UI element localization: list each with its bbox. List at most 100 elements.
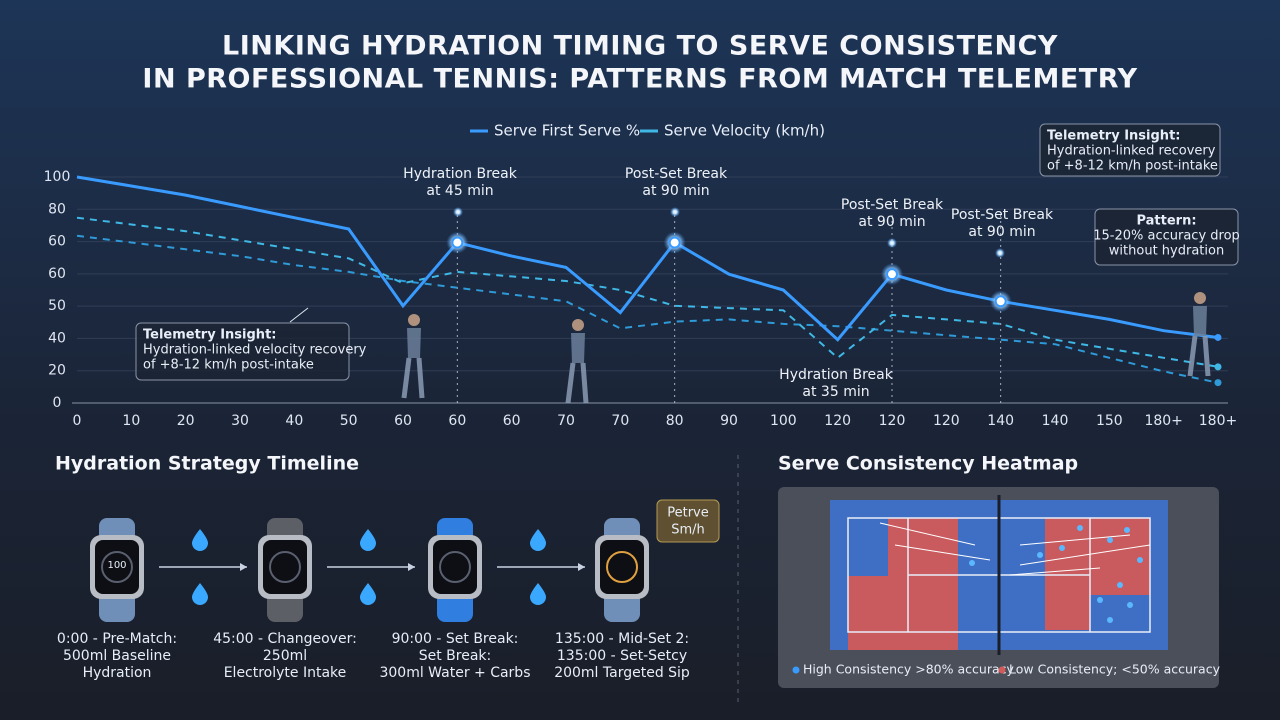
step-caption: 300ml Water + Carbs xyxy=(379,665,530,681)
x-tick-label: 140 xyxy=(1042,413,1069,429)
figure-head xyxy=(408,314,420,326)
x-tick-label: 20 xyxy=(177,413,195,429)
insight-text: Hydration-linked velocity recovery xyxy=(143,343,367,358)
step-caption: Electrolyte Intake xyxy=(224,665,347,681)
badge-text: Sm/h xyxy=(671,523,705,538)
timeline: 0:00 - Pre-Match:500ml BaselineHydration… xyxy=(57,518,690,681)
y-tick-label: 40 xyxy=(48,330,66,346)
figure-body xyxy=(571,333,585,363)
droplet xyxy=(530,529,546,551)
insight-text: 15-20% accuracy drop xyxy=(1093,229,1240,244)
pointer xyxy=(289,307,309,323)
title-line: IN PROFESSIONAL TENNIS: PATTERNS FROM MA… xyxy=(142,64,1137,95)
arrow-head xyxy=(578,563,585,571)
arrow-head xyxy=(240,563,247,571)
legend-text: Serve First Serve % xyxy=(494,122,640,140)
droplet xyxy=(192,529,208,551)
droplet xyxy=(530,583,546,605)
watch-dial xyxy=(606,551,638,583)
x-tick-label: 150 xyxy=(1096,413,1123,429)
player-figure xyxy=(1187,292,1211,377)
droplet xyxy=(192,583,208,605)
marker xyxy=(668,236,681,249)
legend-text: High Consistency >80% accuracy xyxy=(803,662,1014,677)
step-caption: 135:00 - Mid-Set 2: xyxy=(555,631,689,647)
annotation: at 90 min xyxy=(642,183,709,199)
arrow-head xyxy=(408,563,415,571)
serve-points xyxy=(969,525,1143,623)
annotation-dot xyxy=(995,248,1005,258)
y-tick-label: 100 xyxy=(44,169,71,185)
insight-box xyxy=(1094,208,1239,266)
y-tick-label: 20 xyxy=(48,363,66,379)
watch-screen xyxy=(433,540,477,594)
annotation-dot xyxy=(670,207,680,217)
x-tick-label: 90 xyxy=(720,413,738,429)
figure-body xyxy=(407,328,421,358)
player-figure xyxy=(565,319,589,404)
step-caption: 500ml Baseline xyxy=(63,648,171,664)
marker xyxy=(886,268,898,281)
watch-dial xyxy=(439,551,471,583)
droplet xyxy=(360,583,376,605)
badge-text: Petrve xyxy=(667,506,709,521)
step-caption: 200ml Targeted Sip xyxy=(554,665,690,681)
annotation-dot xyxy=(453,207,463,217)
insight-text: Hydration-linked recovery xyxy=(1047,144,1216,159)
insight-box xyxy=(135,322,350,381)
title-line: LINKING HYDRATION TIMING TO SERVE CONSIS… xyxy=(222,31,1058,62)
legend-swatch xyxy=(998,666,1006,674)
annotation: at 45 min xyxy=(426,183,493,199)
watch-dial xyxy=(101,551,133,583)
x-tick-label: 10 xyxy=(122,413,140,429)
annotation: Post-Set Break xyxy=(841,197,944,213)
x-tick-label: 60 xyxy=(394,413,412,429)
heatmap: High Consistency >80% accuracy Low Consi… xyxy=(778,487,1221,688)
step-caption: Set Break: xyxy=(419,648,492,664)
y-tick-label: 0 xyxy=(53,395,62,411)
insight-text: Telemetry Insight: xyxy=(143,328,276,343)
x-tick-label: 120 xyxy=(879,413,906,429)
figure-body xyxy=(1193,306,1207,336)
x-tick-label: 50 xyxy=(340,413,358,429)
annotation: at 35 min xyxy=(802,384,869,400)
player-figure xyxy=(401,314,425,399)
y-tick-label: 60 xyxy=(48,266,66,282)
insight-text: without hydration xyxy=(1109,244,1224,259)
droplet xyxy=(360,529,376,551)
annotation-dot xyxy=(887,238,897,248)
step-caption: 0:00 - Pre-Match: xyxy=(57,631,177,647)
annotation: Hydration Break xyxy=(403,166,518,182)
insight-text: Pattern: xyxy=(1136,214,1196,229)
x-tick-label: 180+ xyxy=(1144,413,1182,429)
end-point xyxy=(1214,379,1222,387)
x-tick-label: 120 xyxy=(933,413,960,429)
x-tick-label: 70 xyxy=(557,413,575,429)
step-caption: 135:00 - Set-Setcy xyxy=(557,648,687,664)
marker xyxy=(994,295,1007,308)
section-title: Hydration Strategy Timeline xyxy=(55,453,359,475)
x-tick-label: 180+ xyxy=(1199,413,1237,429)
end-point xyxy=(1214,333,1222,341)
insight-text: of +8-12 km/h post-intake xyxy=(1047,159,1218,174)
x-tick-label: 0 xyxy=(73,413,82,429)
figure-head xyxy=(572,319,584,331)
end-point xyxy=(1214,363,1222,371)
figure-legs xyxy=(1187,335,1211,377)
section-title: Serve Consistency Heatmap xyxy=(778,453,1078,475)
line-chart: 0 20 40 50 60 60 80 100 0 10 20 30 40 50 60 60 60 70 70 80 9… xyxy=(44,122,1240,430)
watch-screen xyxy=(95,540,139,594)
low-zone xyxy=(1045,518,1150,630)
annotation: Hydration Break xyxy=(779,367,894,383)
marker xyxy=(451,236,464,249)
annotation: Post-Set Break xyxy=(951,207,1054,223)
step-caption: 250ml xyxy=(263,648,307,664)
annotation: at 90 min xyxy=(968,224,1035,240)
y-tick-label: 80 xyxy=(48,201,66,217)
step-caption: 90:00 - Set Break: xyxy=(392,631,519,647)
legend-text: Low Consistency; <50% accuracy xyxy=(1009,662,1221,677)
x-tick-label: 100 xyxy=(770,413,797,429)
watch-dial xyxy=(269,551,301,583)
annotation: at 90 min xyxy=(858,214,925,230)
insight-text: Telemetry Insight: xyxy=(1047,129,1180,144)
